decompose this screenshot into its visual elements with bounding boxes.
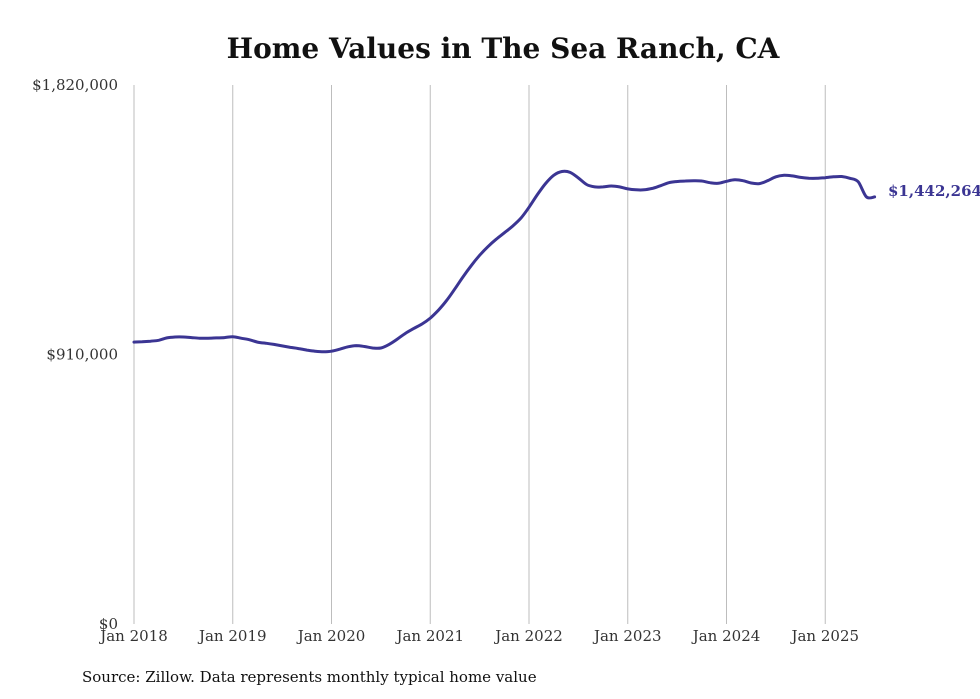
x-tick-label: Jan 2025 xyxy=(789,627,859,645)
y-tick-label: $0 xyxy=(99,615,118,633)
y-tick-label: $910,000 xyxy=(46,346,118,364)
chart-title: Home Values in The Sea Ranch, CA xyxy=(226,32,780,65)
home-value-line xyxy=(132,169,877,354)
x-tick-label: Jan 2024 xyxy=(691,627,761,645)
source-note: Source: Zillow. Data represents monthly … xyxy=(82,668,537,686)
y-axis-ticks: $0 $910,000 $1,820,000 xyxy=(32,76,118,633)
x-tick-label: Jan 2018 xyxy=(98,627,168,645)
y-tick-label: $1,820,000 xyxy=(32,76,118,94)
x-tick-label: Jan 2022 xyxy=(493,627,563,645)
series-layer: $1,442,264 xyxy=(132,169,980,354)
gridlines xyxy=(133,85,826,624)
x-tick-label: Jan 2021 xyxy=(394,627,464,645)
x-tick-label: Jan 2020 xyxy=(296,627,366,645)
x-axis-ticks: Jan 2018 Jan 2019 Jan 2020 Jan 2021 Jan 2022… xyxy=(98,627,859,645)
end-value-label: $1,442,264 xyxy=(888,182,980,200)
x-tick-label: Jan 2023 xyxy=(592,627,662,645)
x-tick-label: Jan 2019 xyxy=(197,627,267,645)
